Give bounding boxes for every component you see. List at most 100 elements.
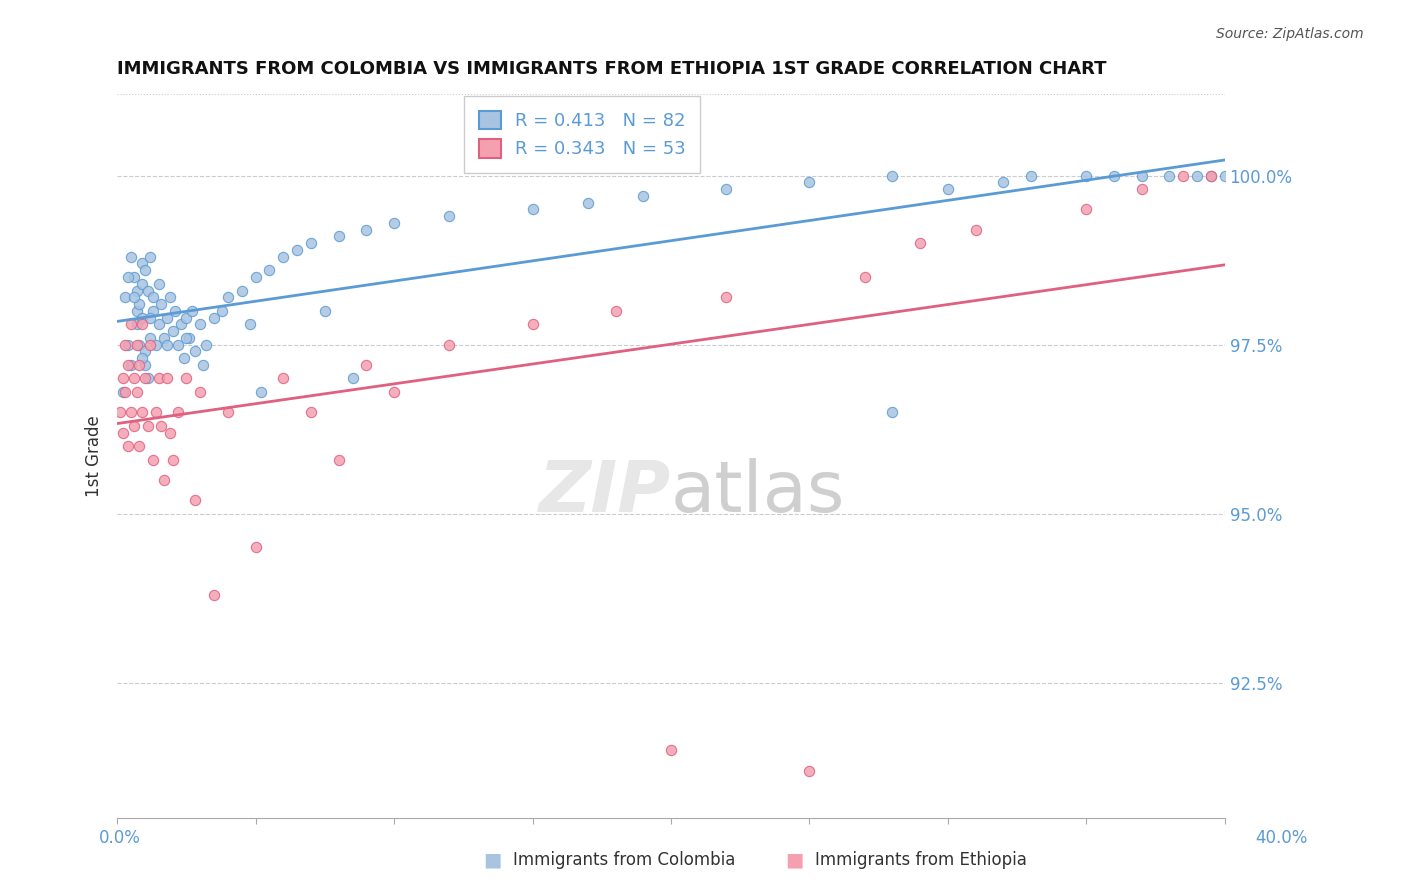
Point (211, 303, 233, 318)
Text: IMMIGRANTS FROM COLOMBIA VS IMMIGRANTS FROM ETHIOPIA 1ST GRADE CORRELATION CHART: IMMIGRANTS FROM COLOMBIA VS IMMIGRANTS F… (117, 60, 1107, 78)
Point (328, 229, 350, 244)
Point (853, 270, 876, 285)
Text: Source: ZipAtlas.com: Source: ZipAtlas.com (1216, 27, 1364, 41)
Legend: R = 0.413   N = 82, R = 0.343   N = 53: R = 0.413 N = 82, R = 0.343 N = 53 (464, 96, 700, 173)
Point (139, 337, 162, 351)
Point (128, 337, 150, 351)
Point (122, 418, 145, 433)
Point (150, 297, 173, 311)
Point (134, 263, 156, 277)
Point (142, 452, 165, 467)
Point (382, 216, 405, 230)
Point (139, 331, 162, 345)
Point (716, 182, 738, 196)
Point (145, 337, 167, 351)
Point (128, 358, 150, 372)
Point (633, 189, 655, 203)
Point (142, 303, 165, 318)
Point (128, 297, 150, 311)
Point (134, 344, 156, 359)
Point (136, 371, 159, 385)
Point (131, 277, 153, 291)
Point (439, 209, 461, 223)
Point (117, 439, 139, 453)
Point (153, 473, 176, 487)
Point (136, 418, 159, 433)
Point (936, 182, 959, 196)
Point (342, 371, 364, 385)
Point (439, 337, 461, 351)
Point (111, 384, 134, 399)
Point (150, 418, 173, 433)
Text: 40.0%: 40.0% (1256, 829, 1308, 847)
Point (194, 337, 217, 351)
Point (167, 337, 190, 351)
Point (125, 284, 148, 298)
Point (167, 405, 190, 419)
Point (125, 303, 148, 318)
Point (156, 371, 179, 385)
Point (1199, 169, 1222, 183)
Point (202, 310, 225, 325)
Point (328, 452, 350, 467)
Point (908, 236, 931, 251)
Text: Immigrants from Colombia: Immigrants from Colombia (513, 851, 735, 869)
Point (191, 358, 214, 372)
Point (183, 493, 205, 508)
Point (1199, 169, 1222, 183)
Text: ZIP: ZIP (538, 458, 671, 527)
Point (114, 384, 136, 399)
Point (965, 222, 987, 236)
Point (136, 284, 159, 298)
Point (131, 351, 153, 365)
Text: ■: ■ (785, 850, 804, 869)
Point (522, 202, 544, 217)
Text: ■: ■ (482, 850, 502, 869)
Point (605, 303, 627, 318)
Point (120, 250, 142, 264)
Point (125, 384, 148, 399)
Point (1019, 169, 1042, 183)
Point (176, 310, 198, 325)
Point (176, 331, 198, 345)
Point (128, 439, 150, 453)
Point (239, 318, 262, 332)
Point (114, 290, 136, 304)
Point (1185, 169, 1208, 183)
Point (120, 318, 142, 332)
Point (122, 270, 145, 285)
Point (181, 303, 204, 318)
Y-axis label: 1st Grade: 1st Grade (86, 416, 103, 497)
Point (134, 371, 156, 385)
Point (993, 175, 1015, 189)
Point (148, 277, 170, 291)
Point (131, 256, 153, 270)
Point (382, 384, 405, 399)
Point (1159, 169, 1181, 183)
Point (716, 290, 738, 304)
Point (188, 318, 211, 332)
Point (356, 358, 378, 372)
Point (882, 405, 904, 419)
Point (799, 764, 821, 778)
Point (162, 452, 184, 467)
Point (108, 405, 131, 419)
Point (117, 337, 139, 351)
Point (111, 425, 134, 440)
Point (170, 318, 193, 332)
Point (882, 169, 904, 183)
Point (217, 405, 239, 419)
Point (122, 290, 145, 304)
Text: atlas: atlas (671, 458, 845, 527)
Point (131, 405, 153, 419)
Point (188, 384, 211, 399)
Point (122, 371, 145, 385)
Point (1213, 169, 1236, 183)
Point (120, 358, 142, 372)
Point (131, 310, 153, 325)
Point (202, 588, 225, 602)
Point (117, 358, 139, 372)
Point (250, 384, 273, 399)
Point (245, 541, 267, 555)
Point (114, 337, 136, 351)
